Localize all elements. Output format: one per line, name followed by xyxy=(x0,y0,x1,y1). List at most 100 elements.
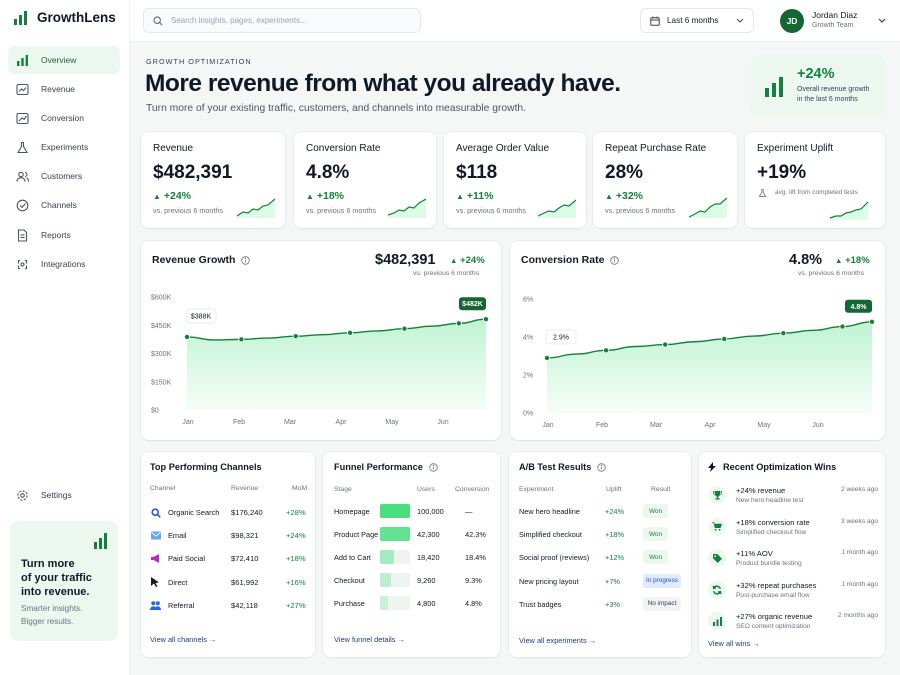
avatar: JD xyxy=(780,9,804,33)
sidebar-item-channels[interactable]: Channels xyxy=(8,191,120,219)
list-item[interactable]: +18% conversion rate Simplified checkout … xyxy=(708,517,878,543)
info-icon[interactable] xyxy=(597,462,607,472)
kpi-title: Revenue xyxy=(153,143,194,154)
chart-title-text: Conversion Rate xyxy=(521,254,605,266)
status-badge: Won xyxy=(643,527,668,542)
experiment-uplift: +7% xyxy=(605,576,620,586)
data-point[interactable] xyxy=(868,318,875,325)
data-point[interactable] xyxy=(455,320,462,327)
funnel-conversion: 9.3% xyxy=(465,576,482,585)
start-value-callout xyxy=(185,308,217,324)
table-row[interactable]: Simplified checkout +18% Won xyxy=(509,527,691,542)
sidebar-item-reports[interactable]: Reports xyxy=(8,221,120,249)
card-title: Top Performing Channels xyxy=(150,462,262,472)
sidebar-item-label: Experiments xyxy=(41,142,89,152)
view-all-wins-link[interactable]: View all wins → xyxy=(708,639,760,648)
date-range-select[interactable]: Last 6 months xyxy=(640,8,754,33)
data-point[interactable] xyxy=(238,336,245,343)
data-point[interactable] xyxy=(603,347,610,354)
kpi-sub: vs. previous 6 months xyxy=(605,206,675,215)
promo-title-line: into revenue. xyxy=(21,586,90,598)
table-row[interactable]: Homepage 100,000 — xyxy=(323,504,500,518)
funnel-bar-fill xyxy=(380,550,394,564)
sidebar-item-overview[interactable]: Overview xyxy=(8,46,120,74)
x-tick-label: Apr xyxy=(336,419,348,426)
table-row[interactable]: New pricing layout +7% In progress xyxy=(509,573,691,588)
data-point[interactable] xyxy=(544,354,551,361)
search-input[interactable]: Search insights, pages, experiments... xyxy=(171,16,307,25)
user-menu[interactable]: JD Jordan Diaz Growth Team xyxy=(778,7,890,35)
table-row[interactable]: Direct $61,992 +16% xyxy=(141,576,315,590)
sidebar-item-revenue[interactable]: Revenue xyxy=(8,75,120,103)
chart-sub: vs. previous 6 months xyxy=(798,270,865,277)
column-header: Revenue xyxy=(231,485,259,492)
search-icon xyxy=(153,15,163,26)
sidebar-item-integrations[interactable]: Integrations xyxy=(8,250,120,278)
list-item[interactable]: +27% organic revenue SEO content optimiza… xyxy=(708,611,878,637)
info-icon[interactable] xyxy=(429,462,438,472)
kpi-card-conversion[interactable]: Conversion Rate 4.8% ▲ +18% vs. previous… xyxy=(294,132,436,228)
win-timestamp: 3 weeks ago xyxy=(840,517,878,525)
sidebar-item-settings[interactable]: Settings xyxy=(8,481,120,509)
table-row[interactable]: Referral $42,118 +27% xyxy=(141,599,315,613)
funnel-bar-track xyxy=(380,573,410,587)
channel-mom: +24% xyxy=(286,531,306,541)
info-icon[interactable] xyxy=(610,255,620,265)
list-item[interactable]: +32% repeat purchases Post-purchase email… xyxy=(708,580,878,606)
table-row[interactable]: Add to Cart 18,420 18.4% xyxy=(323,550,500,564)
data-point[interactable] xyxy=(721,335,728,342)
experiment-name: Social proof (reviews) xyxy=(519,553,590,563)
cart-icon xyxy=(708,517,726,536)
channel-mom: +27% xyxy=(286,600,306,610)
info-icon[interactable] xyxy=(241,255,251,265)
data-point[interactable] xyxy=(662,341,669,348)
table-row[interactable]: Product Page 42,300 42.3% xyxy=(323,527,500,541)
list-item[interactable]: +24% revenue New hero headline test 2 week… xyxy=(708,485,878,511)
data-point[interactable] xyxy=(401,325,408,332)
app-name: GrowthLens xyxy=(37,10,116,25)
win-subtitle: Product bundle testing xyxy=(736,560,802,567)
funnel-bar-track xyxy=(380,504,410,518)
table-row[interactable]: Email $98,321 +24% xyxy=(141,529,315,543)
view-all-channels-link[interactable]: View all channels → xyxy=(150,635,216,644)
app-logo[interactable]: GrowthLens xyxy=(14,10,116,25)
table-row[interactable]: Paid Social $72,410 +18% xyxy=(141,552,315,566)
data-point[interactable] xyxy=(292,333,299,340)
kpi-delta-value: +32% xyxy=(615,190,643,202)
search-bar[interactable]: Search insights, pages, experiments... xyxy=(143,8,421,33)
table-row[interactable]: Organic Search $176,240 +28% xyxy=(141,506,315,520)
data-point[interactable] xyxy=(184,333,191,340)
arrow-right-icon: → xyxy=(588,636,597,645)
data-point[interactable] xyxy=(839,323,846,330)
funnel-bar-fill xyxy=(380,504,410,518)
sidebar-item-customers[interactable]: Customers xyxy=(8,162,120,190)
sidebar-item-conversion[interactable]: Conversion xyxy=(8,104,120,132)
data-point[interactable] xyxy=(780,330,787,337)
y-tick-label: 0% xyxy=(523,411,533,418)
kpi-card-repeat-purchase[interactable]: Repeat Purchase Rate 28% ▲ +32% vs. prev… xyxy=(593,132,737,228)
kpi-card-revenue[interactable]: Revenue $482,391 ▲ +24% vs. previous 6 m… xyxy=(141,132,285,228)
revenue-growth-card: Revenue Growth $482,391 ▲ +24% vs. previ… xyxy=(141,241,501,440)
funnel-users: 100,000 xyxy=(417,507,444,516)
sidebar-item-experiments[interactable]: Experiments xyxy=(8,133,120,161)
table-row[interactable]: Trust badges +3% No impact xyxy=(509,596,691,611)
view-funnel-details-link[interactable]: View funnel details → xyxy=(334,635,405,644)
data-point[interactable] xyxy=(482,316,489,323)
table-row[interactable]: Social proof (reviews) +12% Won xyxy=(509,550,691,565)
table-row[interactable]: Purchase 4,800 4.8% xyxy=(323,596,500,610)
kpi-card-experiment-uplift[interactable]: Experiment Uplift +19% avg. lift from co… xyxy=(745,132,885,228)
conversion-rate-card: Conversion Rate 4.8% ▲ +18% vs. previous… xyxy=(510,241,885,440)
up-arrow-icon: ▲ xyxy=(306,192,314,201)
data-point[interactable] xyxy=(347,329,354,336)
table-row[interactable]: Checkout 9,260 9.3% xyxy=(323,573,500,587)
experiment-name: Trust badges xyxy=(519,599,562,609)
promo-card: Turn more of your traffic into revenue. … xyxy=(10,521,118,641)
funnel-card: Funnel Performance Stage Users Conversio… xyxy=(323,452,500,657)
view-all-experiments-link[interactable]: View all experiments → xyxy=(519,636,596,645)
arrow-right-icon: → xyxy=(397,635,405,644)
x-tick-label: Jan xyxy=(182,419,193,426)
kpi-delta-value: +24% xyxy=(163,190,191,202)
list-item[interactable]: +11% AOV Product bundle testing 1 month ag… xyxy=(708,548,878,574)
table-row[interactable]: New hero headline +24% Won xyxy=(509,504,691,518)
kpi-card-aov[interactable]: Average Order Value $118 ▲ +11% vs. prev… xyxy=(444,132,586,228)
